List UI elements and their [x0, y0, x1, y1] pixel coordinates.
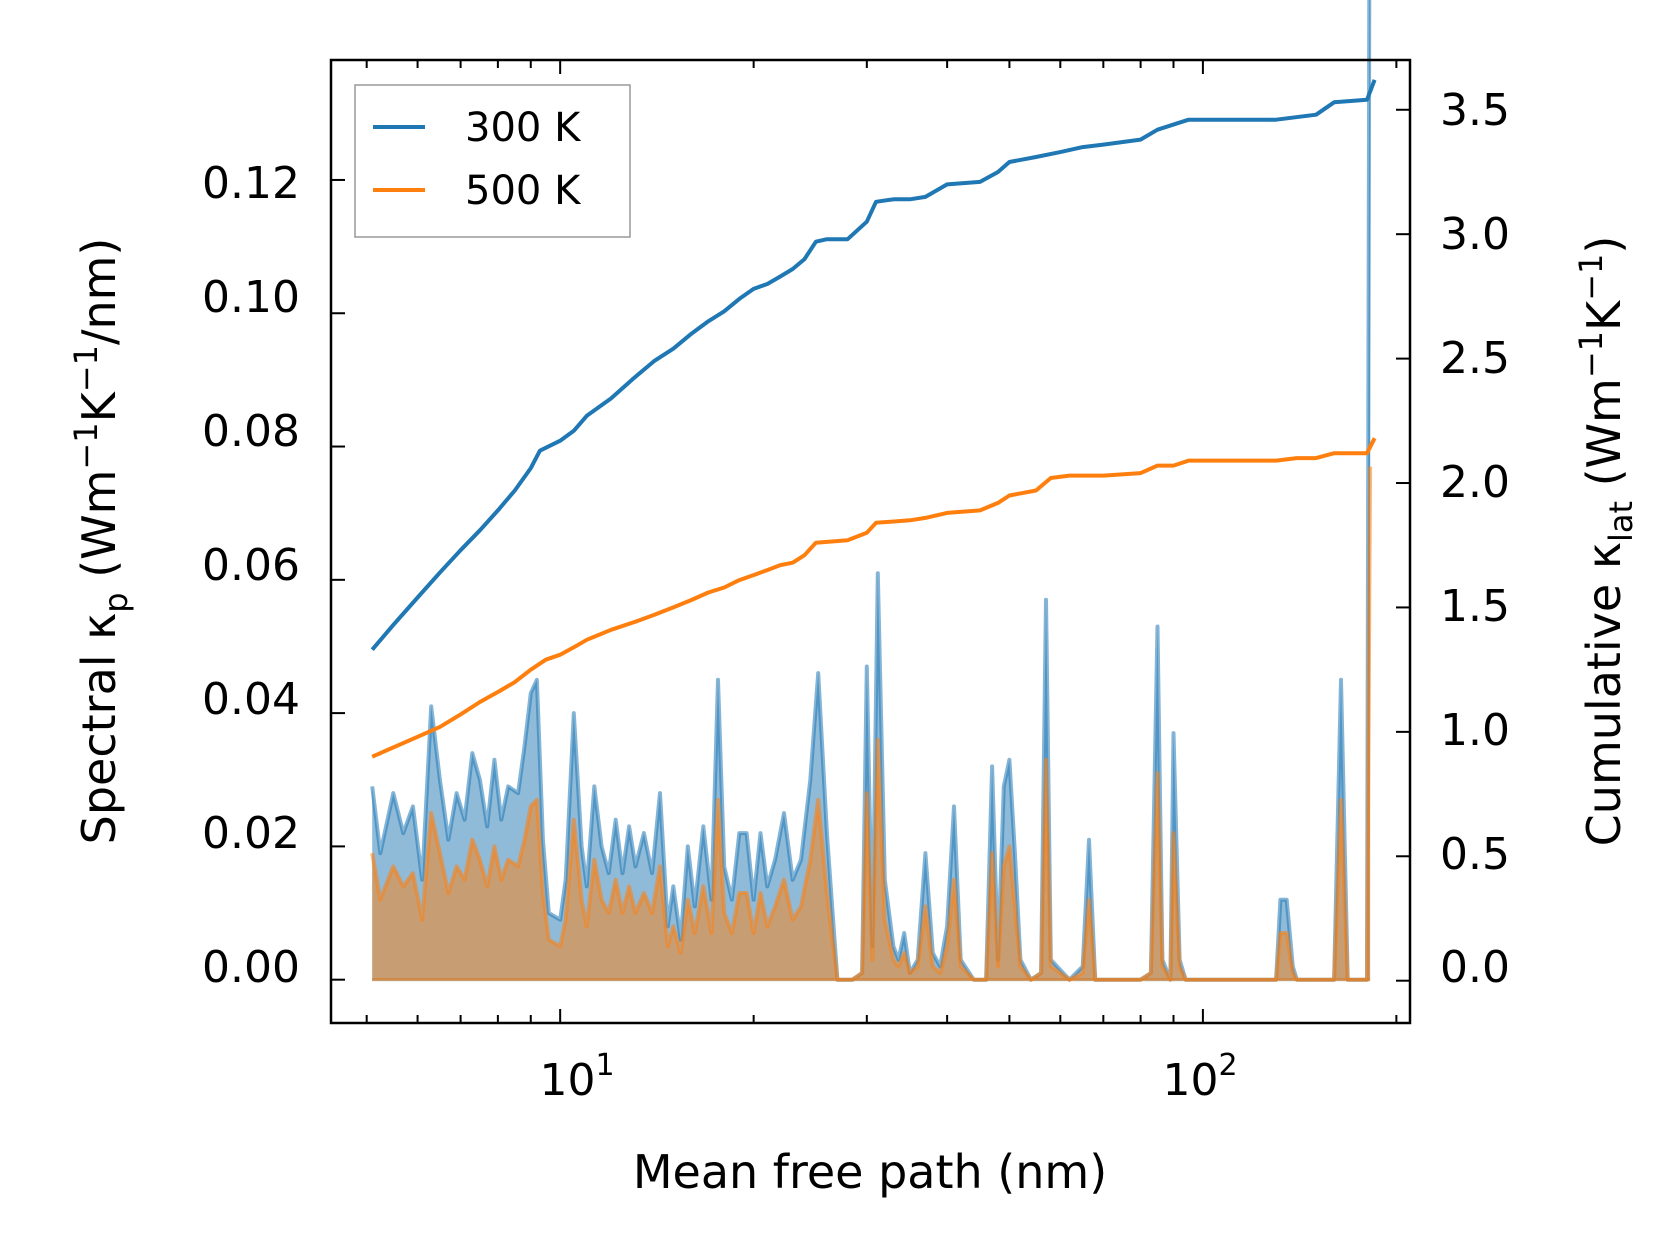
right-y-tick-label: 1.0	[1440, 705, 1510, 756]
right-y-tick-label: 2.5	[1440, 333, 1510, 384]
left-y-axis-title: Spectral κp (Wm−1K−1/nm)	[67, 238, 135, 845]
left-y-title-main: Spectral κ	[72, 613, 126, 845]
right-y-tick-labels: 0.0 0.5 1.0 1.5 2.0 2.5 3.0 3.5	[1440, 85, 1510, 993]
right-y-tick-label: 2.0	[1440, 457, 1510, 508]
right-y-title-sup: −1	[1572, 331, 1610, 378]
left-y-title-unit: K	[72, 390, 126, 422]
right-y-tick-label: 0.5	[1440, 829, 1510, 880]
right-y-title-sup: −1	[1572, 254, 1610, 301]
spectral-area-500k	[372, 466, 1371, 980]
left-y-tick-label: 0.12	[202, 158, 300, 209]
cumulative-line-300k	[370, 79, 1377, 651]
spectral-line-500k	[370, 466, 1373, 982]
left-y-tick-label: 0.00	[202, 942, 300, 993]
x-tick-exponent: 1	[595, 1048, 614, 1083]
right-y-tick-label: 3.0	[1440, 209, 1510, 260]
right-y-title-unit: )	[1577, 236, 1631, 254]
legend: 300 K 500 K	[354, 84, 631, 238]
left-y-title-unit: /nm)	[72, 238, 126, 345]
x-tick-base: 10	[539, 1055, 595, 1106]
x-tick-label-100: 102	[1162, 1048, 1237, 1106]
x-tick-base: 10	[1162, 1055, 1218, 1106]
plot-area	[370, 0, 1377, 982]
x-axis-title: Mean free path (nm)	[633, 1145, 1107, 1199]
right-y-tick-label: 3.5	[1440, 85, 1510, 136]
right-y-title-sub: lat	[1602, 501, 1640, 542]
left-y-tick-label: 0.04	[202, 674, 300, 725]
left-y-tick-label: 0.06	[202, 540, 300, 591]
left-y-title-sup: −1	[67, 422, 105, 469]
legend-box	[354, 84, 631, 238]
right-y-tick-label: 1.5	[1440, 581, 1510, 632]
legend-label-500k: 500 K	[465, 168, 582, 214]
right-y-title-main: Cumulative κ	[1577, 542, 1631, 846]
right-y-title-unit: K	[1577, 299, 1631, 331]
ticks-layer	[331, 60, 1410, 1023]
legend-label-300k: 300 K	[465, 105, 582, 151]
left-y-title-sub: p	[97, 592, 135, 612]
left-y-title-unit: (Wm	[72, 470, 126, 593]
right-y-title-unit: (Wm	[1577, 378, 1631, 501]
cumulative-series-layer	[370, 79, 1377, 759]
x-tick-exponent: 2	[1218, 1048, 1237, 1083]
right-y-axis-title: Cumulative κlat (Wm−1K−1)	[1572, 236, 1640, 847]
left-y-tick-label: 0.08	[202, 406, 300, 457]
left-y-title-sup: −1	[67, 345, 105, 392]
left-y-tick-label: 0.02	[202, 808, 300, 859]
spectral-series-layer	[370, 0, 1373, 982]
left-y-tick-labels: 0.00 0.02 0.04 0.06 0.08 0.10 0.12	[202, 158, 300, 993]
x-tick-label-10: 101	[539, 1048, 614, 1106]
left-y-tick-label: 0.10	[202, 272, 300, 323]
axes-frame	[329, 58, 1412, 1025]
right-y-tick-label: 0.0	[1440, 942, 1510, 993]
cumulative-line-500k	[371, 437, 1377, 759]
